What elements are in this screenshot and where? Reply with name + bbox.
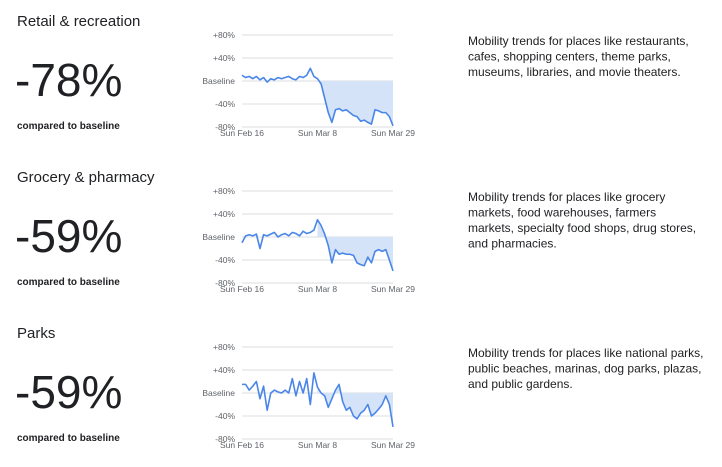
description-line: Mobility trends for places like national… — [468, 346, 703, 360]
y-tick-label: -80% — [215, 122, 235, 132]
y-tick-label: -40% — [215, 411, 235, 421]
trend-line — [242, 372, 394, 428]
y-tick-label: Baseline — [202, 388, 235, 398]
x-tick-label: Sun Feb 16 — [220, 440, 264, 450]
shaded-area — [317, 384, 393, 427]
y-tick-label: +80% — [213, 186, 235, 196]
y-tick-label: -40% — [215, 255, 235, 265]
y-tick-label: +40% — [213, 365, 235, 375]
y-tick-label: Baseline — [202, 232, 235, 242]
headline-value: -59% — [15, 210, 122, 262]
description-line: Mobility trends for places like restaura… — [468, 34, 689, 48]
x-tick-label: Sun Feb 16 — [220, 284, 264, 294]
description-line: Mobility trends for places like grocery — [468, 190, 665, 204]
subtitle: compared to baseline — [17, 433, 120, 444]
x-tick-label: Sun Mar 8 — [298, 284, 337, 294]
y-tick-label: -40% — [215, 99, 235, 109]
headline-value: -78% — [15, 54, 122, 106]
y-tick-label: -80% — [215, 434, 235, 444]
y-tick-label: +80% — [213, 342, 235, 352]
description-line: public beaches, marinas, dog parks, plaz… — [468, 362, 701, 376]
shaded-area — [317, 219, 393, 271]
x-tick-label: Sun Mar 29 — [371, 128, 415, 138]
y-tick-label: +80% — [213, 30, 235, 40]
trend-line — [241, 67, 394, 127]
y-tick-label: Baseline — [202, 76, 235, 86]
section-title: Parks — [17, 325, 55, 342]
x-tick-label: Sun Feb 16 — [220, 128, 264, 138]
description-line: museums, libraries, and movie theaters. — [468, 65, 681, 79]
x-tick-label: Sun Mar 8 — [298, 440, 337, 450]
subtitle: compared to baseline — [17, 277, 120, 288]
section-title: Retail & recreation — [17, 13, 140, 30]
y-tick-label: +40% — [213, 209, 235, 219]
section-title: Grocery & pharmacy — [17, 169, 155, 186]
x-tick-label: Sun Mar 29 — [371, 440, 415, 450]
description-line: markets, food warehouses, farmers — [468, 206, 656, 220]
y-tick-label: +40% — [213, 53, 235, 63]
x-tick-label: Sun Mar 29 — [371, 284, 415, 294]
description-line: and pharmacies. — [468, 237, 557, 251]
y-tick-label: -80% — [215, 278, 235, 288]
x-tick-label: Sun Mar 8 — [298, 128, 337, 138]
description-line: and public gardens. — [468, 377, 573, 391]
description-line: cafes, shopping centers, theme parks, — [468, 50, 671, 64]
headline-value: -59% — [15, 366, 122, 418]
subtitle: compared to baseline — [17, 121, 120, 132]
shaded-area — [317, 78, 393, 126]
trend-line — [241, 218, 394, 272]
description-line: markets, specialty food shops, drug stor… — [468, 221, 696, 235]
